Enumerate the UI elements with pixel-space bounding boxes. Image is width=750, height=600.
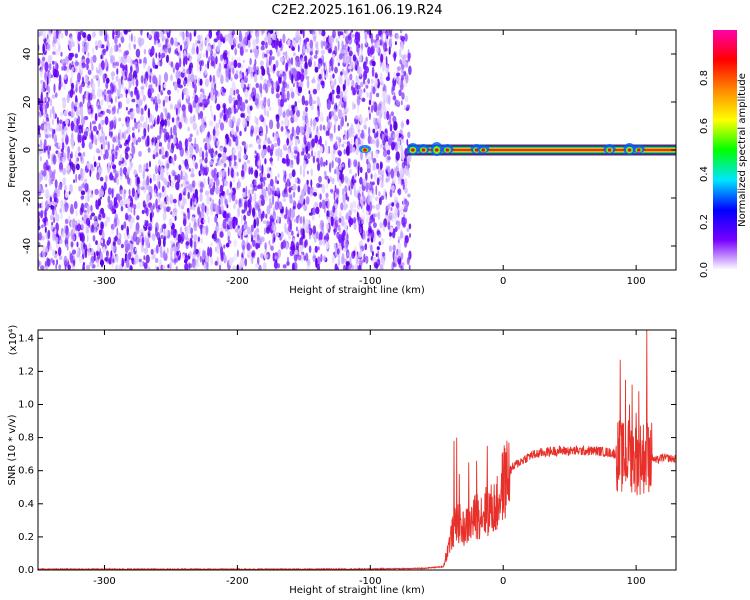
colorbar-label: Normalized spectral amplitude [737, 73, 748, 227]
spectrogram-x-tick-label: -200 [226, 276, 249, 287]
spectrogram-x-tick-label: 100 [627, 276, 646, 287]
snr-x-tick-label: -300 [93, 576, 116, 587]
colorbar: 0.0 0.2 0.4 0.6 0.8 Normalized spectral ampl… [699, 30, 748, 278]
colorbar-tick-label: 0.6 [699, 118, 710, 134]
snr-y-multiplier: (x10⁴) [8, 325, 19, 356]
snr-y-tick-label: 0.4 [18, 499, 34, 510]
spectrogram-y-tick-label: 40 [22, 48, 33, 61]
colorbar-gradient [713, 30, 737, 270]
snr-series-line [38, 330, 676, 570]
snr-x-ticks: -300 -200 -100 0 100 [93, 330, 646, 587]
figure-title: C2E2.2025.161.06.19.R24 [271, 3, 442, 18]
snr-frame [37, 329, 677, 571]
spectrogram-y-ticks: -40 -20 0 20 40 [22, 48, 676, 254]
colorbar-tick-label: 0.8 [699, 70, 710, 86]
snr-y-ticks: 0.0 0.2 0.4 0.6 0.8 1.0 1.2 1.4 [18, 333, 676, 576]
snr-y-tick-label: 1.2 [18, 366, 34, 377]
spectrogram-x-tick-label: -300 [93, 276, 116, 287]
snr-background [38, 330, 676, 570]
colorbar-tick-label: 0.4 [699, 166, 710, 182]
snr-panel: -300 -200 -100 0 100 0.0 0.2 0.4 0.6 0.8 1.0 1.2 1.… [7, 325, 677, 596]
snr-y-label: SNR (10 * v/v) [7, 414, 18, 485]
spectrogram-y-tick-label: -20 [22, 190, 33, 206]
colorbar-tick-label: 0.0 [699, 262, 710, 278]
snr-x-label: Height of straight line (km) [289, 585, 425, 596]
snr-y-tick-label: 0.8 [18, 433, 34, 444]
spectrogram-y-tick-label: -40 [22, 238, 33, 254]
colorbar-tick-label: 0.2 [699, 214, 710, 230]
snr-y-tick-label: 0.6 [18, 466, 34, 477]
snr-y-tick-label: 0.2 [18, 532, 34, 543]
signal-band [358, 142, 676, 156]
snr-x-tick-label: 100 [627, 576, 646, 587]
snr-x-tick-label: -200 [226, 576, 249, 587]
spectrogram-x-ticks: -300 -200 -100 0 100 [93, 30, 646, 287]
spectrogram-x-tick-label: -100 [359, 276, 382, 287]
snr-y-tick-label: 1.0 [18, 399, 34, 410]
colorbar-ticks: 0.0 0.2 0.4 0.6 0.8 [699, 70, 710, 278]
spectrogram-y-label: Frequency (Hz) [7, 112, 18, 188]
spectrogram-y-tick-label: 20 [22, 96, 33, 109]
noise-region [38, 30, 412, 270]
snr-y-tick-label: 1.4 [18, 333, 34, 344]
spectrogram-x-label: Height of straight line (km) [289, 285, 425, 296]
snr-y-tick-label: 0.0 [18, 565, 34, 576]
spectrogram-y-tick-label: 0 [22, 147, 33, 153]
snr-x-tick-label: -100 [359, 576, 382, 587]
snr-x-tick-label: 0 [500, 576, 506, 587]
spectrogram-x-tick-label: 0 [500, 276, 506, 287]
